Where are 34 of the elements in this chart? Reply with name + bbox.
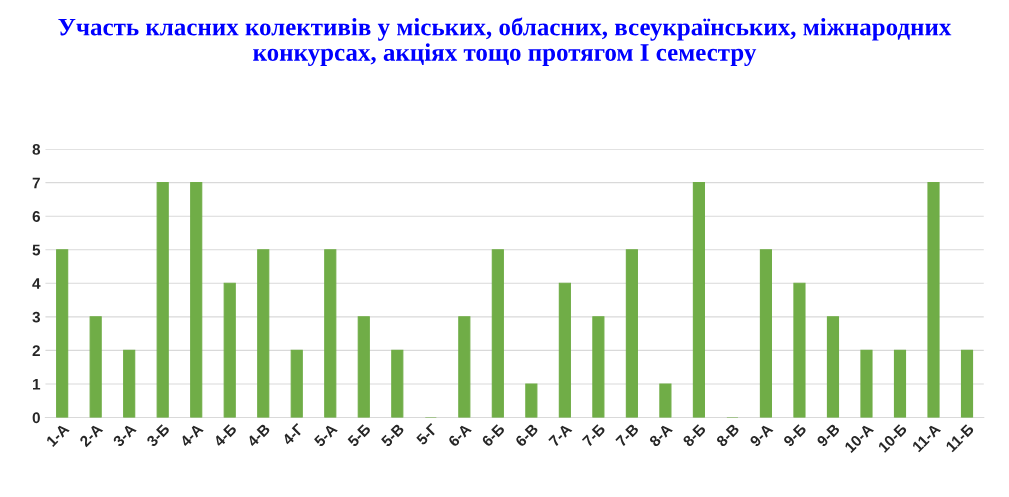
chart-title: Участь класних колективів у міських, обласних, всеукраїнських, міжнародних конкурсах, акціях тощо протягом І семестру (58, 17, 952, 67)
x-tick-label: 9-В (816, 423, 841, 448)
y-tick-label: 6 (32, 211, 40, 222)
x-tick-label: 7-В (615, 423, 640, 448)
x-tick-label: 5-В (380, 423, 405, 448)
y-tick-label: 5 (32, 244, 41, 256)
y-tick-label: 1 (33, 378, 41, 390)
x-tick-label: 8-Б (682, 423, 707, 448)
x-tick-label: 4-А (179, 423, 204, 448)
y-tick-label: 2 (32, 345, 40, 356)
x-tick-label: 6-А (447, 422, 472, 448)
x-tick-label: 5-А (313, 423, 338, 448)
x-tick-label: 6-Б (481, 423, 506, 448)
x-tick-label: 4-Б (212, 423, 238, 448)
y-tick-label: 7 (32, 177, 40, 189)
x-tick-label: 6-В (514, 423, 539, 448)
x-tick-label: 4-В (246, 423, 271, 448)
y-tick-label: 3 (32, 311, 40, 323)
x-tick-label: 3-А (112, 422, 137, 448)
x-tick-label: 7-Б (581, 423, 606, 448)
x-tick-label: 8-А (648, 422, 674, 448)
y-tick-label: 0 (32, 412, 40, 424)
x-tick-label: 8-В (715, 423, 740, 448)
x-tick-label: 5-Г (415, 422, 439, 446)
x-tick-label: 3-Б (145, 423, 171, 448)
x-tick-label: 5-Б (347, 423, 372, 448)
x-tick-label: 9-Б (782, 423, 807, 448)
x-tick-label: 1-А (45, 423, 70, 447)
y-tick-label: 4 (32, 278, 41, 289)
x-tick-label: 4-Г (281, 422, 305, 446)
x-tick-label: 7-А (548, 423, 573, 448)
y-tick-label: 8 (32, 143, 41, 155)
x-tick-label: 2-А (78, 422, 104, 448)
x-tick-label: 9-А (749, 422, 774, 448)
